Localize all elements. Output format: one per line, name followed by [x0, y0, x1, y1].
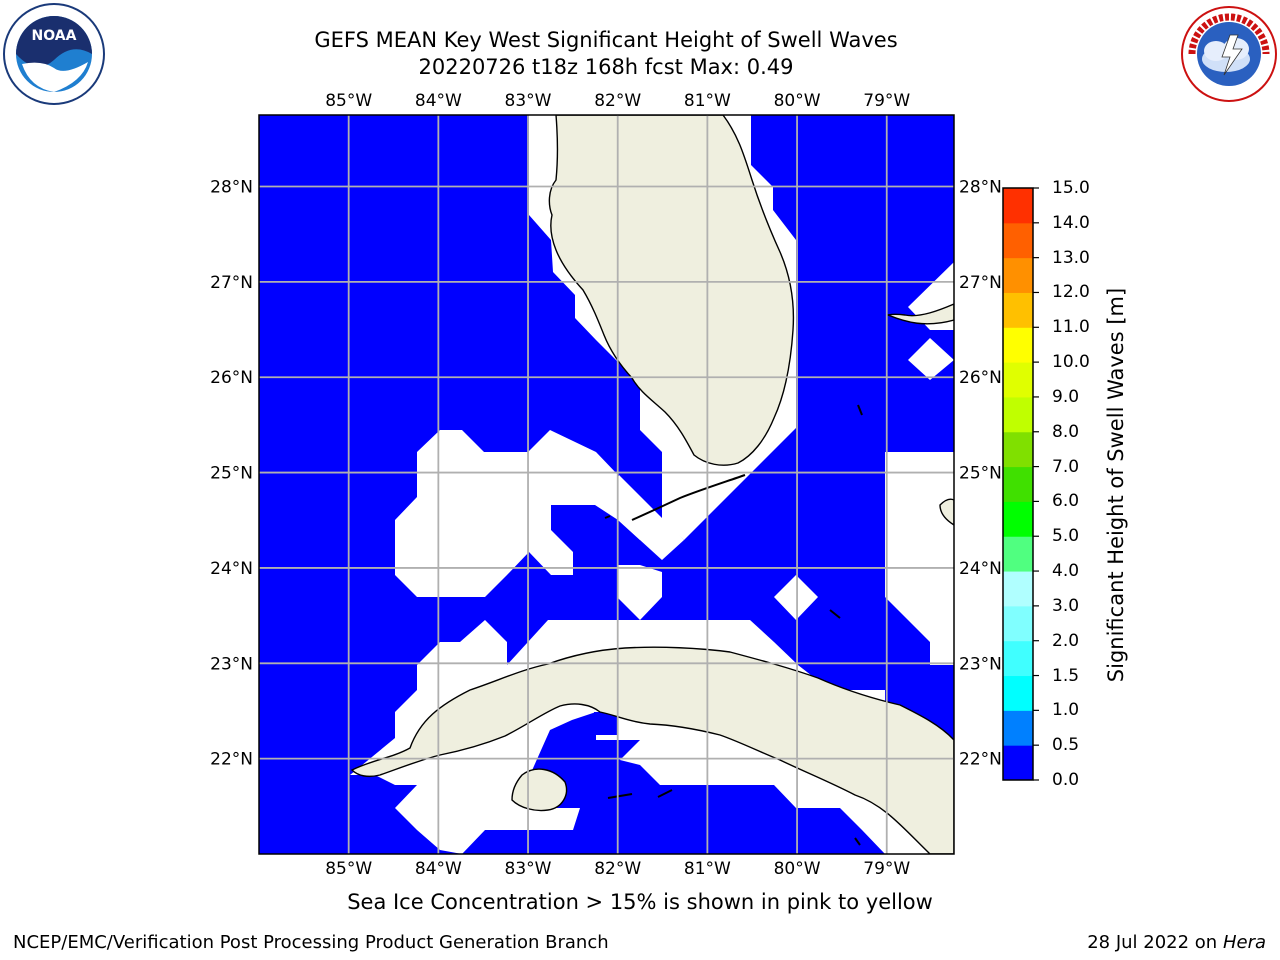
lon-tick-label-top: 83°W: [505, 91, 552, 111]
noaa-logo: NOAA: [2, 2, 106, 106]
colorbar-segment: [1003, 605, 1033, 642]
colorbar-tick-label: 5.0: [1052, 526, 1080, 547]
footer-machine: Hera: [1222, 932, 1266, 953]
colorbar-tick-label: 7.0: [1052, 456, 1080, 477]
colorbar-tick-label: 1.5: [1052, 665, 1080, 686]
colorbar-segment: [1003, 292, 1033, 328]
colorbar-tick-label: 3.0: [1052, 595, 1080, 616]
lat-tick-label-right: 22°N: [959, 750, 1002, 770]
colorbar-frame: [1002, 187, 1034, 781]
colorbar-tick-label: 2.0: [1052, 630, 1080, 651]
lat-tick-label-right: 28°N: [959, 178, 1002, 198]
lon-tick-label-bottom: 81°W: [684, 859, 731, 879]
lat-tick-label-right: 24°N: [959, 559, 1002, 579]
colorbar-segment: [1003, 466, 1033, 502]
colorbar-title: Significant Height of Swell Waves [m]: [1104, 287, 1128, 683]
colorbar-tick-label: 8.0: [1052, 421, 1080, 442]
lat-tick-label-left: 28°N: [210, 178, 253, 198]
colorbar-tick-label: 6.0: [1052, 491, 1080, 512]
colorbar-tick-label: 10.0: [1052, 352, 1090, 373]
colorbar-segment: [1003, 396, 1033, 433]
lon-tick-label-bottom: 79°W: [863, 859, 910, 879]
colorbar-tick-label: 9.0: [1052, 386, 1080, 407]
map-area: [259, 115, 954, 854]
noaa-logo-text: NOAA: [32, 28, 77, 44]
lon-tick-label-bottom: 85°W: [325, 859, 372, 879]
bahamas-grand-bahama: [885, 303, 954, 325]
lat-tick-label-right: 27°N: [959, 273, 1002, 293]
lon-tick-label-bottom: 84°W: [415, 859, 462, 879]
lat-tick-label-right: 26°N: [959, 368, 1002, 388]
colorbar-tick-label: 11.0: [1052, 317, 1090, 338]
colorbar-tick-label: 13.0: [1052, 247, 1090, 268]
colorbar-segment: [1003, 327, 1033, 363]
sea-ice-note: Sea Ice Concentration > 15% is shown in …: [347, 890, 933, 914]
lon-tick-label-top: 82°W: [594, 91, 641, 111]
colorbar-segment: [1003, 222, 1033, 259]
colorbar-segment: [1003, 710, 1033, 746]
lat-tick-label-right: 25°N: [959, 464, 1002, 484]
colorbar-tick-label: 12.0: [1052, 282, 1090, 303]
lat-tick-label-left: 22°N: [210, 750, 253, 770]
lat-tick-label-left: 23°N: [210, 654, 253, 674]
colorbar-tick-label: 15.0: [1052, 178, 1090, 198]
colorbar-tick-label: 0.5: [1052, 735, 1080, 756]
map-frame: [258, 114, 955, 855]
colorbar-segment: [1003, 431, 1033, 468]
footer-date-text: 28 Jul 2022 on: [1087, 932, 1223, 953]
colorbar-segment: [1003, 745, 1033, 781]
colorbar-segment: [1003, 536, 1033, 572]
colorbar-segment: [1003, 571, 1033, 607]
colorbar-segment: [1003, 640, 1033, 677]
lat-tick-label-left: 27°N: [210, 273, 253, 293]
colorbar-tick-label: 0.0: [1052, 770, 1080, 790]
lon-tick-label-top: 81°W: [684, 91, 731, 111]
nws-logo: [1180, 5, 1278, 103]
lon-tick-label-top: 79°W: [863, 91, 910, 111]
colorbar-segment: [1003, 188, 1033, 224]
lat-tick-label-left: 24°N: [210, 559, 253, 579]
footer-date: 28 Jul 2022 on Hera: [1087, 932, 1266, 953]
colorbar-segment: [1003, 675, 1033, 711]
bahamas-andros: [939, 498, 954, 526]
map-tick-labels: 85°W 85°W 84°W 84°W 83°W 83°W 82°W 82°W 81°W 81°W…: [210, 91, 1002, 879]
colorbar-segment: [1003, 362, 1033, 398]
colorbar-tick-label: 4.0: [1052, 561, 1080, 582]
lat-tick-label-left: 26°N: [210, 368, 253, 388]
isla-de-la-juventud: [511, 768, 568, 812]
lon-tick-label-top: 85°W: [325, 91, 372, 111]
lat-tick-label-right: 23°N: [959, 654, 1002, 674]
lon-tick-label-bottom: 80°W: [774, 859, 821, 879]
footer-branch: NCEP/EMC/Verification Post Processing Pr…: [13, 932, 609, 953]
colorbar: [1003, 187, 1039, 781]
colorbar-tick-label: 14.0: [1052, 212, 1090, 233]
lon-tick-label-top: 84°W: [415, 91, 462, 111]
colorbar-tick-label: 1.0: [1052, 700, 1080, 721]
chart-subtitle: 20220726 t18z 168h fcst Max: 0.49: [418, 55, 794, 79]
colorbar-segment: [1003, 501, 1033, 537]
lat-tick-label-left: 25°N: [210, 464, 253, 484]
graticule: [259, 115, 954, 854]
chart-title: GEFS MEAN Key West Significant Height of…: [314, 28, 898, 52]
lon-tick-label-bottom: 83°W: [505, 859, 552, 879]
colorbar-segment: [1003, 257, 1033, 293]
small-islands: [604, 404, 863, 846]
lon-tick-label-top: 80°W: [774, 91, 821, 111]
lon-tick-label-bottom: 82°W: [594, 859, 641, 879]
